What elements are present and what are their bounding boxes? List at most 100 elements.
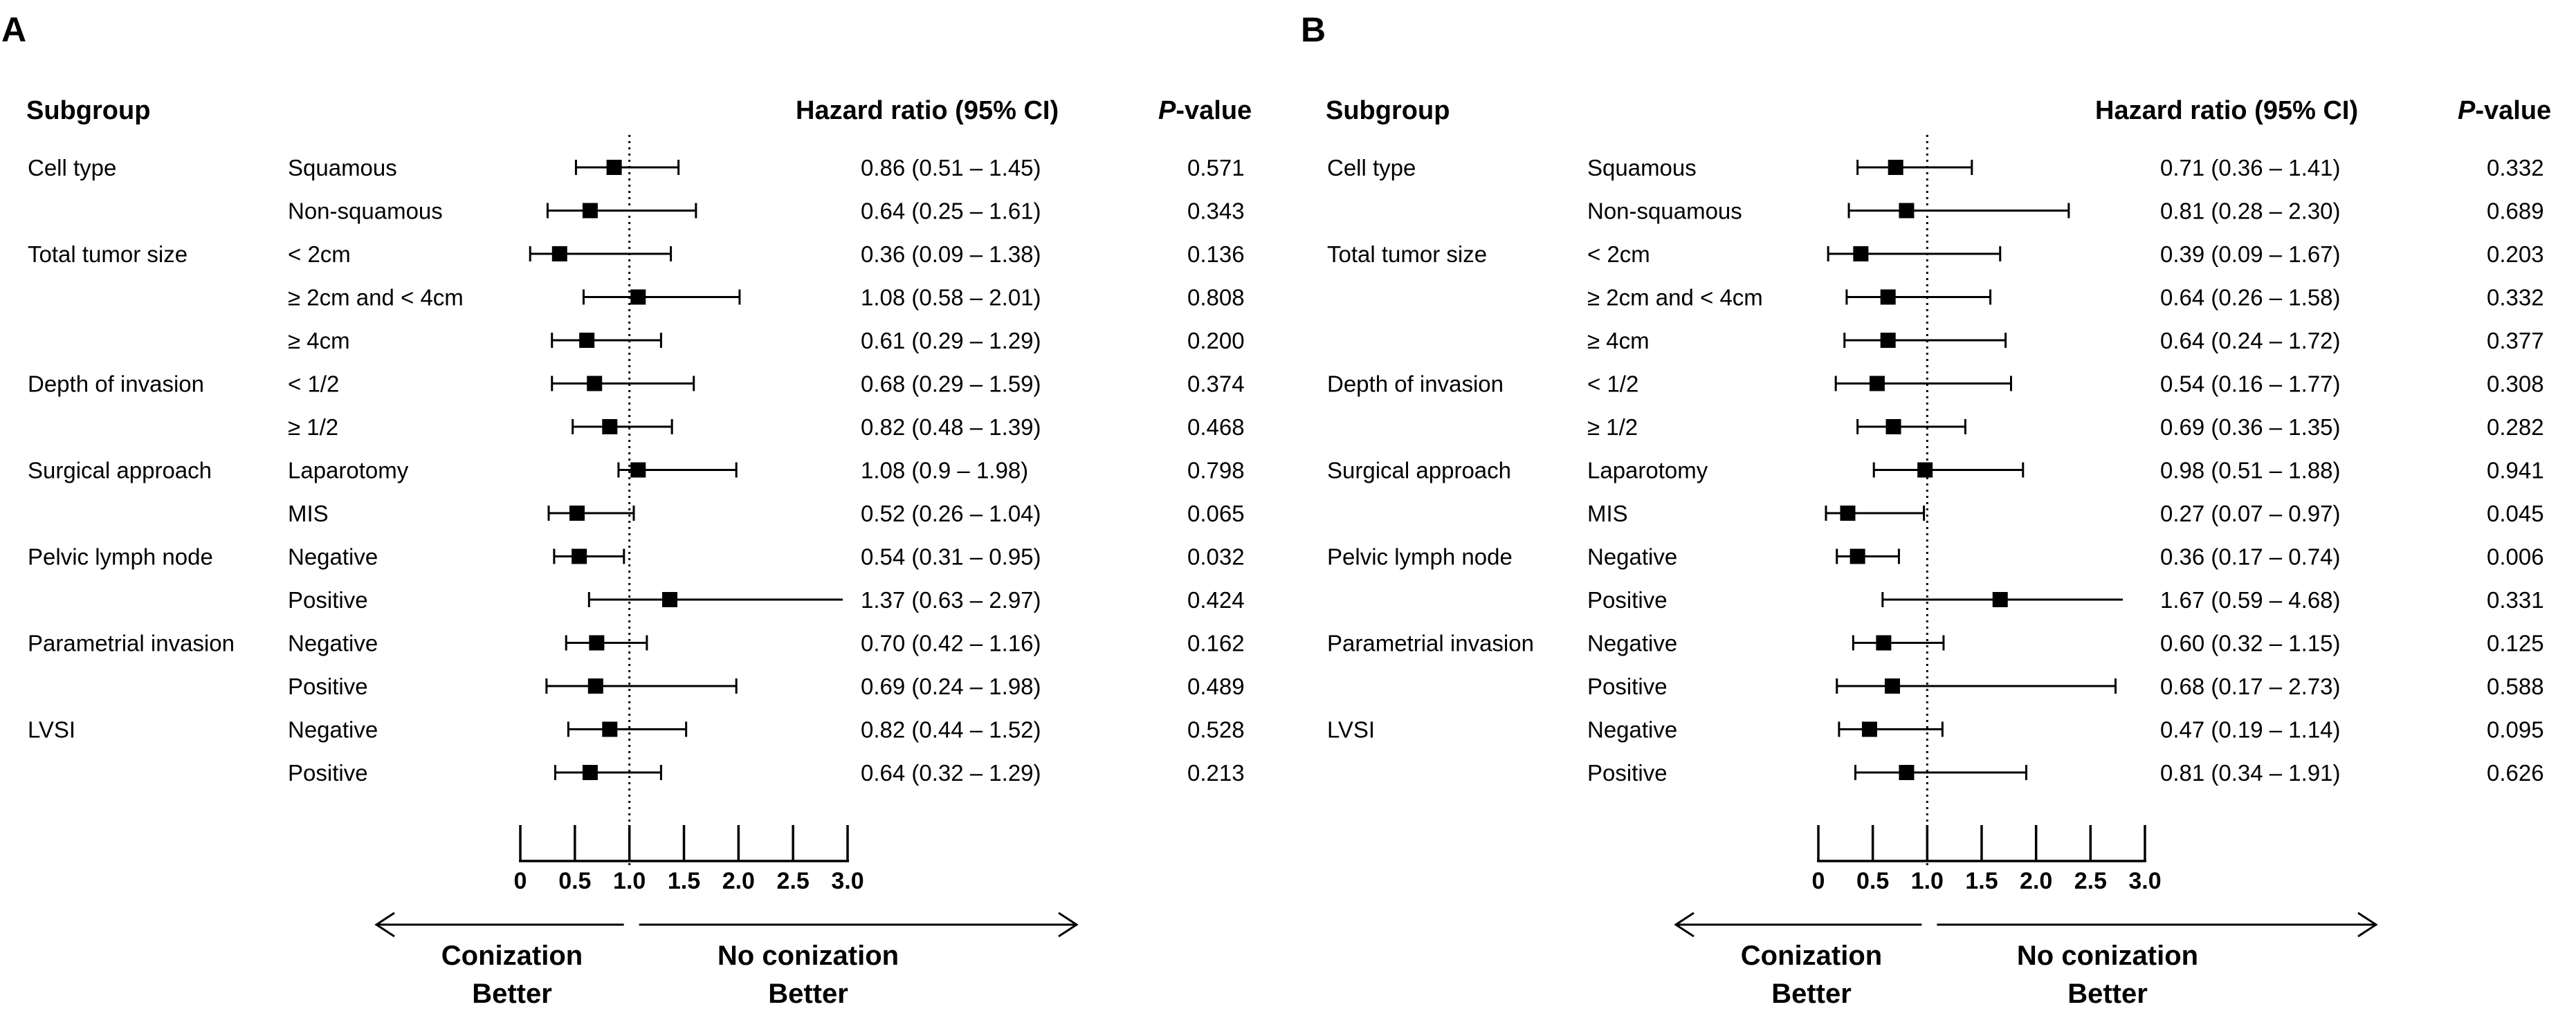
table-row: Positive 0.81 (0.34 – 1.91) 0.626 <box>1587 760 2544 786</box>
hazard-ratio-ci: 0.27 (0.07 – 0.97) <box>2160 501 2341 526</box>
subgroup-label: Negative <box>1587 717 1677 743</box>
p-value: 0.136 <box>1187 241 1245 267</box>
table-row: Surgical approach Laparotomy 0.98 (0.51 – … <box>1327 458 2544 483</box>
point-estimate <box>630 462 646 478</box>
direction-left-line2: Better <box>472 979 552 1009</box>
hazard-ratio-ci: 1.67 (0.59 – 4.68) <box>2160 587 2341 613</box>
point-estimate <box>1876 635 1892 651</box>
point-estimate <box>1992 592 2008 607</box>
table-row: Non-squamous 0.64 (0.25 – 1.61) 0.343 <box>288 198 1245 224</box>
point-estimate <box>1917 462 1933 478</box>
x-tick-label: 2.0 <box>2020 868 2052 894</box>
group-label: Parametrial invasion <box>28 631 235 656</box>
table-row: LVSI Negative 0.47 (0.19 – 1.14) 0.095 <box>1327 717 2544 743</box>
hazard-ratio-ci: 0.82 (0.44 – 1.52) <box>861 717 1041 743</box>
p-value: 0.006 <box>2487 544 2544 570</box>
arrow-left-head <box>1674 912 1695 938</box>
group-label: Cell type <box>28 155 116 181</box>
point-estimate <box>587 678 603 694</box>
table-row: ≥ 2cm and < 4cm 1.08 (0.58 – 2.01) 0.808 <box>288 285 1245 311</box>
subgroup-label: Negative <box>288 631 378 656</box>
subgroup-header: Subgroup <box>26 96 150 125</box>
table-row: Depth of invasion < 1/2 0.54 (0.16 – 1.77)… <box>1327 371 2544 397</box>
table-row: MIS 0.27 (0.07 – 0.97) 0.045 <box>1587 501 2544 526</box>
point-estimate <box>1853 246 1869 261</box>
p-value: 0.045 <box>2487 501 2544 526</box>
direction-left-line1: Conization <box>1741 941 1882 971</box>
group-label: Cell type <box>1327 155 1416 181</box>
table-row: LVSI Negative 0.82 (0.44 – 1.52) 0.528 <box>28 717 1245 743</box>
p-value: 0.424 <box>1187 587 1245 613</box>
p-value: 0.571 <box>1187 155 1245 181</box>
table-row: Positive 0.69 (0.24 – 1.98) 0.489 <box>288 674 1245 699</box>
table-row: Depth of invasion < 1/2 0.68 (0.29 – 1.59)… <box>28 371 1245 397</box>
hazard-ratio-ci: 0.98 (0.51 – 1.88) <box>2160 458 2341 483</box>
subgroup-header: Subgroup <box>1326 96 1450 125</box>
subgroup-label: MIS <box>288 501 329 526</box>
hazard-ratio-ci: 0.64 (0.25 – 1.61) <box>861 198 1041 224</box>
p-value: 0.308 <box>2487 371 2544 397</box>
subgroup-label: Laparotomy <box>1587 458 1708 483</box>
x-tick-label: 0 <box>514 868 527 894</box>
table-row: Cell type Squamous 0.86 (0.51 – 1.45) 0.571 <box>28 155 1245 181</box>
panel-a: A Subgroup Hazard ratio (95% CI) P-value Ce… <box>1 10 1252 1009</box>
table-row: Pelvic lymph node Negative 0.54 (0.31 – 0.… <box>28 544 1245 570</box>
panel-label: A <box>1 10 26 49</box>
table-row: Positive 1.67 (0.59 – 4.68) 0.331 <box>1587 587 2544 613</box>
point-estimate <box>1884 678 1900 694</box>
p-value: 0.377 <box>2487 328 2544 353</box>
point-estimate <box>1840 506 1856 521</box>
group-label: LVSI <box>28 717 75 743</box>
subgroup-label: Non-squamous <box>288 198 443 224</box>
point-estimate <box>1869 376 1885 391</box>
p-value: 0.332 <box>2487 285 2544 311</box>
table-row: Pelvic lymph node Negative 0.36 (0.17 – 0.… <box>1327 544 2544 570</box>
subgroup-label: ≥ 1/2 <box>1587 414 1638 440</box>
table-row: Total tumor size < 2cm 0.36 (0.09 – 1.38) 0… <box>28 241 1245 267</box>
hazard-ratio-header: Hazard ratio (95% CI) <box>2095 96 2358 125</box>
point-estimate <box>1899 765 1915 780</box>
group-label: Depth of invasion <box>1327 371 1504 397</box>
subgroup-label: Negative <box>1587 544 1677 570</box>
hazard-ratio-ci: 0.69 (0.36 – 1.35) <box>2160 414 2341 440</box>
p-value: 0.798 <box>1187 458 1245 483</box>
p-value: 0.331 <box>2487 587 2544 613</box>
group-label: Parametrial invasion <box>1327 631 1534 656</box>
p-value: 0.374 <box>1187 371 1245 397</box>
p-value: 0.200 <box>1187 328 1245 353</box>
hazard-ratio-ci: 0.52 (0.26 – 1.04) <box>861 501 1041 526</box>
hazard-ratio-ci: 0.60 (0.32 – 1.15) <box>2160 631 2341 656</box>
table-row: Cell type Squamous 0.71 (0.36 – 1.41) 0.332 <box>1327 155 2544 181</box>
hazard-ratio-ci: 0.36 (0.09 – 1.38) <box>861 241 1041 267</box>
point-estimate <box>1880 333 1896 348</box>
direction-left-line1: Conization <box>441 941 583 971</box>
p-value: 0.065 <box>1187 501 1245 526</box>
subgroup-label: Squamous <box>1587 155 1697 181</box>
subgroup-label: ≥ 2cm and < 4cm <box>288 285 464 311</box>
subgroup-label: Negative <box>288 544 378 570</box>
hazard-ratio-ci: 0.81 (0.28 – 2.30) <box>2160 198 2341 224</box>
hazard-ratio-ci: 0.69 (0.24 – 1.98) <box>861 674 1041 699</box>
subgroup-label: < 2cm <box>1587 241 1650 267</box>
p-value-header: P-value <box>2458 96 2551 125</box>
hazard-ratio-ci: 0.47 (0.19 – 1.14) <box>2160 717 2341 743</box>
point-estimate <box>662 592 678 607</box>
subgroup-label: ≥ 2cm and < 4cm <box>1587 285 1763 311</box>
subgroup-label: < 1/2 <box>1587 371 1638 397</box>
point-estimate <box>569 506 585 521</box>
point-estimate <box>1861 721 1877 737</box>
p-value: 0.588 <box>2487 674 2544 699</box>
group-label: Pelvic lymph node <box>1327 544 1513 570</box>
group-label: Pelvic lymph node <box>28 544 213 570</box>
point-estimate <box>579 333 595 348</box>
table-row: Total tumor size < 2cm 0.39 (0.09 – 1.67) 0… <box>1327 241 2544 267</box>
p-value: 0.808 <box>1187 285 1245 311</box>
hazard-ratio-ci: 1.08 (0.9 – 1.98) <box>861 458 1028 483</box>
x-tick-label: 1.5 <box>1965 868 1998 894</box>
p-value: 0.689 <box>2487 198 2544 224</box>
group-label: Surgical approach <box>28 458 212 483</box>
subgroup-label: ≥ 4cm <box>1587 328 1650 353</box>
subgroup-label: Laparotomy <box>288 458 409 483</box>
group-label: LVSI <box>1327 717 1375 743</box>
